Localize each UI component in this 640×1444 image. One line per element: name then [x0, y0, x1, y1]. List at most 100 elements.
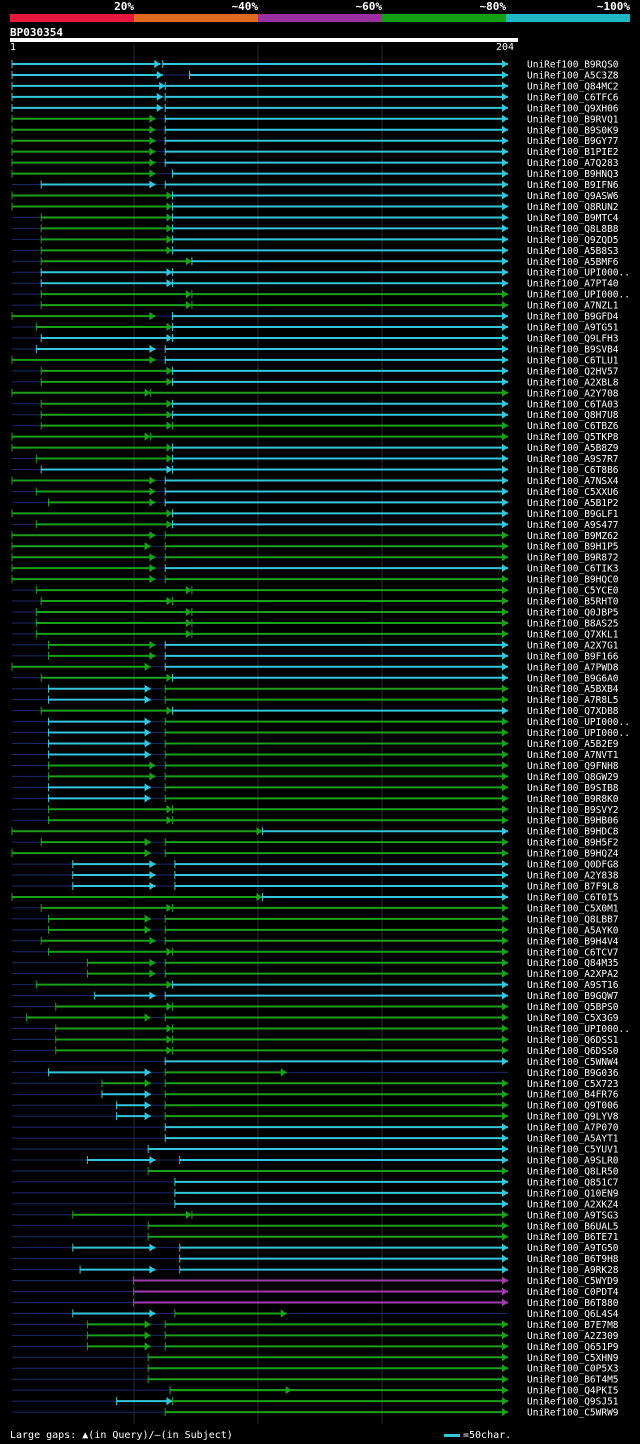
hit-row[interactable]: UniRef100_Q2HV57: [12, 366, 619, 377]
hit-row[interactable]: UniRef100_B9R8K0: [12, 794, 619, 805]
hit-name[interactable]: UniRef100_B8AS25: [527, 618, 619, 629]
hit-name[interactable]: UniRef100_C5X723: [527, 1079, 619, 1090]
hit-row[interactable]: UniRef100_Q4PKI5: [12, 1386, 619, 1397]
hit-name[interactable]: UniRef100_C5WYD9: [527, 1276, 619, 1287]
hit-name[interactable]: UniRef100_A5AYK0: [527, 925, 619, 936]
hit-row[interactable]: UniRef100_A9S7R7: [12, 454, 619, 465]
hit-row[interactable]: UniRef100_B9SVB4: [12, 344, 619, 355]
hit-name[interactable]: UniRef100_B9GY77: [527, 136, 619, 147]
hit-name[interactable]: UniRef100_A9S477: [527, 520, 619, 531]
hit-row[interactable]: UniRef100_Q9XH06: [11, 103, 619, 114]
hit-row[interactable]: UniRef100_B9H4V4: [12, 936, 619, 947]
hit-row[interactable]: UniRef100_B6T880: [12, 1298, 619, 1309]
hit-row[interactable]: UniRef100_Q7XKL1: [12, 629, 619, 640]
hit-name[interactable]: UniRef100_B9GFD4: [527, 312, 619, 323]
hit-name[interactable]: UniRef100_B9SVB4: [527, 344, 619, 355]
hit-row[interactable]: UniRef100_Q0JBP5: [12, 608, 619, 619]
hit-row[interactable]: UniRef100_C6T0I5: [11, 892, 619, 903]
hit-name[interactable]: UniRef100_C6TIK3: [527, 564, 619, 575]
hit-row[interactable]: UniRef100_B9R872: [11, 553, 619, 564]
hit-name[interactable]: UniRef100_C0PDT4: [527, 1287, 619, 1298]
hit-row[interactable]: UniRef100_B9H1P5: [11, 542, 619, 553]
hit-name[interactable]: UniRef100_C5X0M1: [527, 903, 619, 914]
hit-name[interactable]: UniRef100_Q84M35: [527, 958, 619, 969]
hit-name[interactable]: UniRef100_A5B8Z9: [527, 443, 619, 454]
hit-name[interactable]: UniRef100_A2X7G1: [527, 640, 619, 651]
hit-name[interactable]: UniRef100_Q9ZQD5: [527, 235, 619, 246]
hit-row[interactable]: UniRef100_A5B1P2: [12, 498, 619, 509]
hit-row[interactable]: UniRef100_Q8RUN2: [11, 202, 619, 213]
hit-name[interactable]: UniRef100_Q6DSS1: [527, 1035, 619, 1046]
hit-name[interactable]: UniRef100_Q6DSS0: [527, 1046, 619, 1057]
hit-row[interactable]: UniRef100_A7NZL1: [12, 301, 619, 312]
hit-name[interactable]: UniRef100_A5B8S3: [527, 246, 619, 257]
hit-name[interactable]: UniRef100_C6TLU1: [527, 355, 619, 366]
hit-row[interactable]: UniRef100_B9GLF1: [11, 509, 619, 520]
hit-name[interactable]: UniRef100_A7NZL1: [527, 301, 619, 312]
hit-name[interactable]: UniRef100_B9IFN6: [527, 180, 619, 191]
hit-name[interactable]: UniRef100_Q8GW29: [527, 772, 619, 783]
hit-row[interactable]: UniRef100_A2Z309: [12, 1331, 619, 1342]
hit-row[interactable]: UniRef100_C5WNW4: [12, 1057, 619, 1068]
hit-name[interactable]: UniRef100_B9G036: [527, 1068, 619, 1079]
hit-row[interactable]: UniRef100_Q5BPS0: [12, 1002, 619, 1013]
hit-row[interactable]: UniRef100_A7NSX4: [11, 476, 619, 487]
hit-name[interactable]: UniRef100_Q9ASW6: [527, 191, 619, 202]
hit-row[interactable]: UniRef100_UPI000..: [12, 717, 630, 728]
hit-row[interactable]: UniRef100_UPI000..: [12, 290, 630, 301]
hit-name[interactable]: UniRef100_A2Y708: [527, 388, 619, 399]
hit-name[interactable]: UniRef100_A9ST16: [527, 980, 619, 991]
hit-row[interactable]: UniRef100_A7P070: [12, 1123, 619, 1134]
hit-name[interactable]: UniRef100_B9GLF1: [527, 509, 619, 520]
hit-name[interactable]: UniRef100_B9R8K0: [527, 794, 619, 805]
hit-name[interactable]: UniRef100_B9RVQ1: [527, 114, 619, 125]
hit-row[interactable]: UniRef100_B9SVY2: [12, 805, 619, 816]
hit-name[interactable]: UniRef100_C5XHN9: [527, 1353, 619, 1364]
hit-row[interactable]: UniRef100_C0P5X3: [12, 1364, 619, 1375]
hit-row[interactable]: UniRef100_A5BMF6: [12, 257, 619, 268]
hit-name[interactable]: UniRef100_Q8L8B8: [527, 224, 619, 235]
hit-row[interactable]: UniRef100_C5X723: [12, 1079, 619, 1090]
hit-row[interactable]: UniRef100_A2Y838: [12, 871, 619, 882]
hit-row[interactable]: UniRef100_B9MZ62: [11, 531, 619, 542]
hit-row[interactable]: UniRef100_Q8LBB7: [12, 914, 619, 925]
hit-name[interactable]: UniRef100_C5XXU6: [527, 487, 619, 498]
hit-row[interactable]: UniRef100_Q8H7U8: [12, 410, 619, 421]
hit-row[interactable]: UniRef100_Q8L8B8: [12, 224, 619, 235]
hit-row[interactable]: UniRef100_Q84M35: [12, 958, 619, 969]
hit-name[interactable]: UniRef100_B9SIB8: [527, 783, 619, 794]
hit-row[interactable]: UniRef100_Q851C7: [12, 1177, 619, 1188]
hit-row[interactable]: UniRef100_Q6DSS1: [12, 1035, 619, 1046]
hit-row[interactable]: UniRef100_B9RQS0: [11, 60, 619, 71]
hit-row[interactable]: UniRef100_A5AYT1: [12, 1134, 619, 1145]
hit-row[interactable]: UniRef100_A5B8S3: [12, 246, 619, 257]
hit-name[interactable]: UniRef100_Q8LBB7: [527, 914, 619, 925]
hit-name[interactable]: UniRef100_A7R8L5: [527, 695, 619, 706]
hit-name[interactable]: UniRef100_B9S0K9: [527, 125, 619, 136]
hit-name[interactable]: UniRef100_B6T4M5: [527, 1375, 619, 1386]
hit-row[interactable]: UniRef100_C5WYD9: [12, 1276, 619, 1287]
hit-row[interactable]: UniRef100_A7NVT1: [12, 750, 619, 761]
hit-row[interactable]: UniRef100_C6TCV7: [12, 947, 619, 958]
hit-name[interactable]: UniRef100_A9RK28: [527, 1265, 619, 1276]
hit-row[interactable]: UniRef100_Q9SJ51: [12, 1397, 619, 1408]
hit-row[interactable]: UniRef100_A9TG51: [12, 323, 619, 334]
hit-name[interactable]: UniRef100_B9H4V4: [527, 936, 619, 947]
hit-name[interactable]: UniRef100_B9HB06: [527, 816, 619, 827]
hit-name[interactable]: UniRef100_Q6L4S4: [527, 1309, 619, 1320]
hit-name[interactable]: UniRef100_Q8RUN2: [527, 202, 619, 213]
hit-name[interactable]: UniRef100_B9RQS0: [527, 60, 619, 71]
hit-row[interactable]: UniRef100_B9MTC4: [12, 213, 619, 224]
hit-name[interactable]: UniRef100_B6T9H8: [527, 1254, 619, 1265]
hit-name[interactable]: UniRef100_B9H1P5: [527, 542, 619, 553]
hit-name[interactable]: UniRef100_B6UAL5: [527, 1221, 619, 1232]
hit-row[interactable]: UniRef100_C6TBZ6: [12, 421, 619, 432]
hit-name[interactable]: UniRef100_Q9LYV8: [527, 1112, 619, 1123]
hit-row[interactable]: UniRef100_B8AS25: [12, 618, 619, 629]
hit-name[interactable]: UniRef100_Q9T006: [527, 1101, 619, 1112]
hit-row[interactable]: UniRef100_A9ST16: [12, 980, 619, 991]
hit-name[interactable]: UniRef100_Q4PKI5: [527, 1386, 619, 1397]
hit-row[interactable]: UniRef100_C6TA03: [12, 399, 619, 410]
hit-name[interactable]: UniRef100_B7F9L8: [527, 882, 619, 893]
hit-row[interactable]: UniRef100_Q5TKP8: [11, 432, 619, 443]
